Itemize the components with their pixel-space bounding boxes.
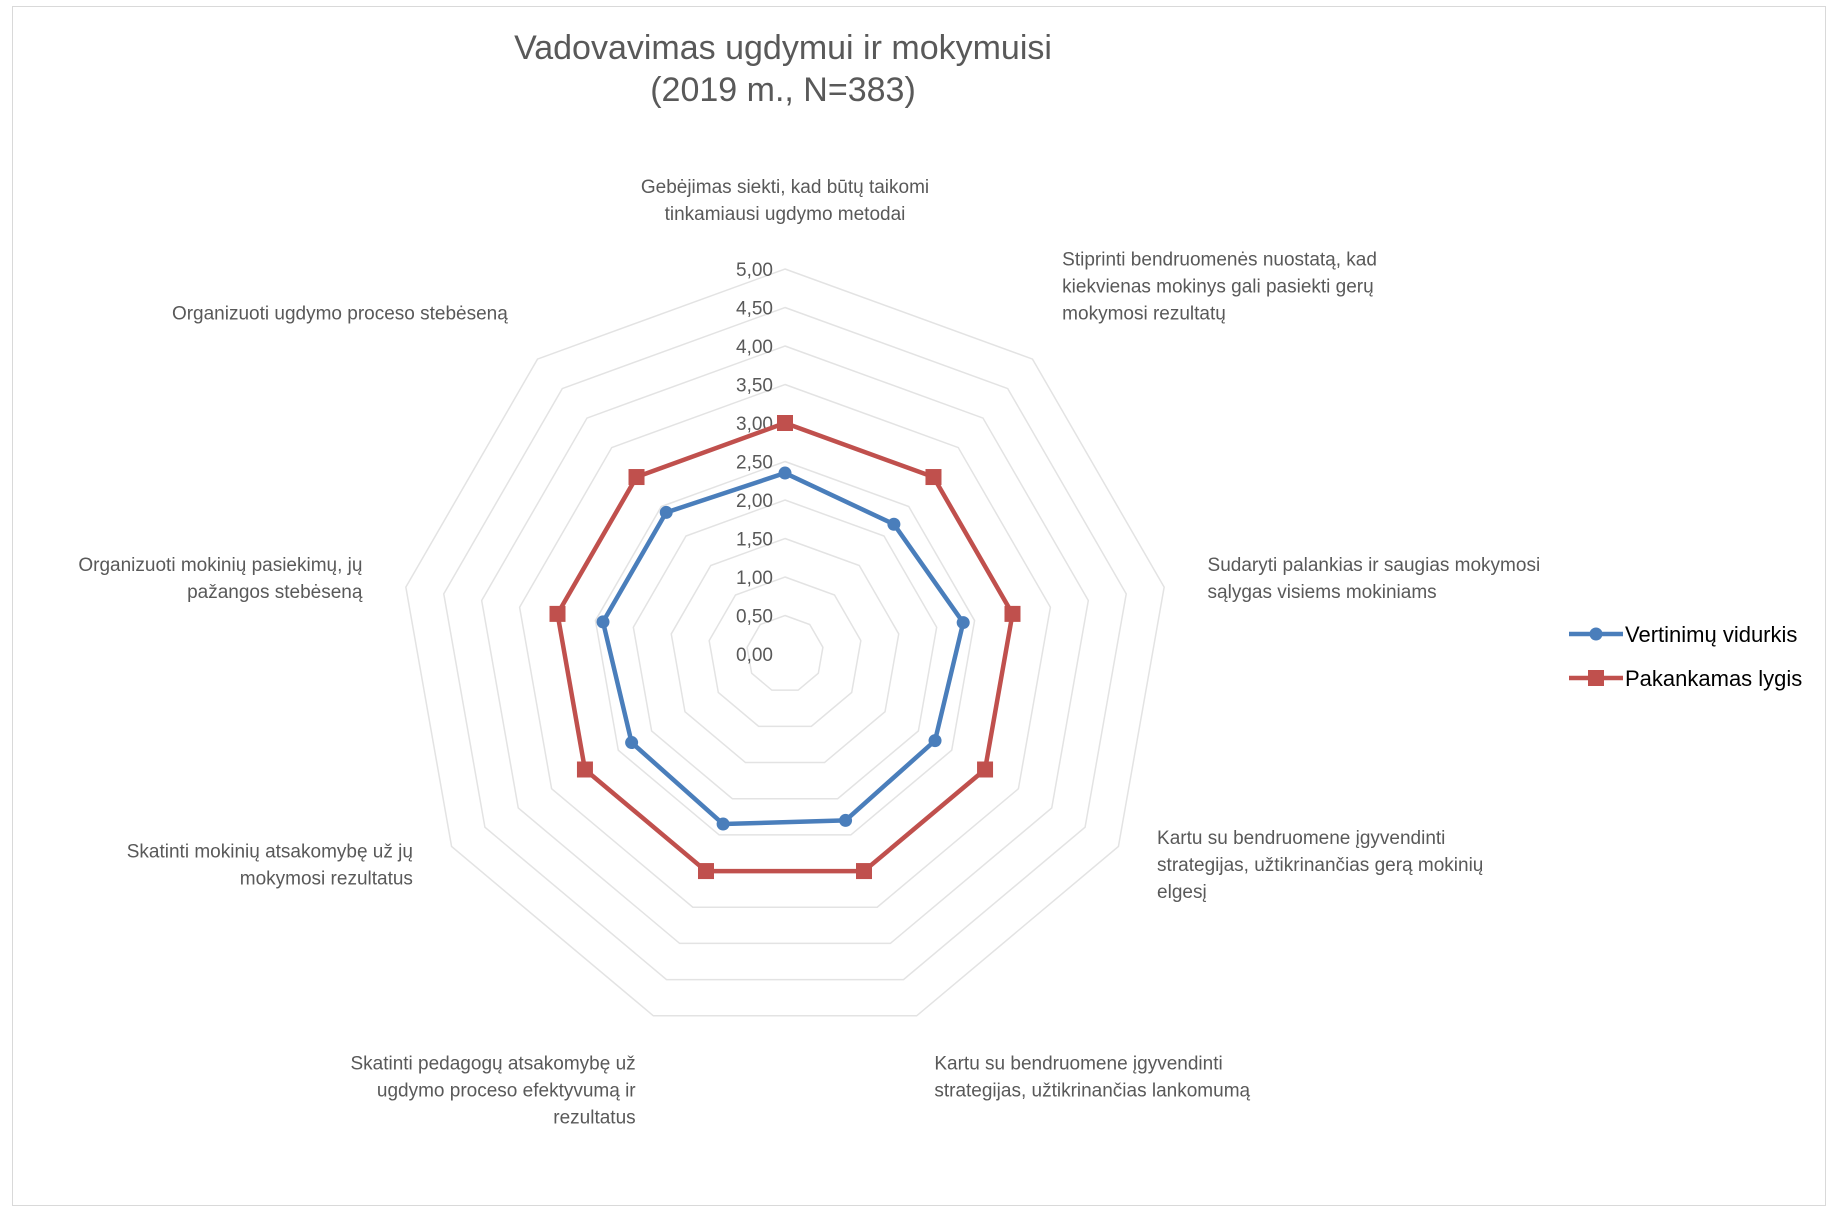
tick-label: 0,00 (736, 645, 773, 666)
tick-label: 2,50 (736, 453, 773, 474)
tick-label: 1,50 (736, 530, 773, 551)
data-point (977, 761, 994, 778)
tick-label: 2,00 (736, 491, 773, 512)
category-label: Stiprinti bendruomenės nuostatą, kad (1062, 249, 1377, 270)
category-label: Organizuoti ugdymo proceso stebėseną (172, 303, 508, 324)
tick-label: 1,00 (736, 568, 773, 589)
tick-label: 4,00 (736, 337, 773, 358)
tick-label: 4,50 (736, 299, 773, 320)
tick-label: 5,00 (736, 260, 773, 281)
data-point (956, 616, 970, 630)
data-point (777, 415, 793, 431)
radar-grid (405, 268, 1165, 1017)
data-point (625, 736, 639, 750)
grid-ring (670, 537, 900, 764)
category-label: strategijas, užtikrinančias gerą mokinių (1157, 855, 1483, 876)
grid-ring (594, 460, 976, 836)
data-point (716, 817, 730, 831)
data-point (887, 517, 901, 531)
grid-ring (746, 614, 824, 691)
data-point (856, 863, 873, 880)
data-point (697, 863, 714, 880)
category-label: strategijas, užtikrinančias lankomumą (934, 1080, 1250, 1101)
data-point (839, 813, 853, 827)
series-line (600, 470, 966, 827)
category-label: kiekvienas mokinys gali pasiekti gerų (1062, 276, 1374, 297)
category-label: tinkamiausi ugdymo metodai (665, 204, 906, 225)
grid-ring (405, 268, 1165, 1017)
grid-ring (480, 345, 1090, 945)
chart-title-line-2: (2019 m., N=383) (650, 71, 916, 109)
chart-area: Vadovavimas ugdymui ir mokymuisi (2019 m… (12, 6, 1826, 1206)
data-series (549, 415, 1021, 880)
category-label: Skatinti mokinių atsakomybę už jų (127, 842, 413, 863)
tick-label: 0,50 (736, 607, 773, 628)
data-point (928, 734, 942, 748)
radial-axis-ticks: 0,000,501,001,502,002,503,003,504,004,50… (736, 260, 773, 666)
category-label: pažangos stebėseną (187, 582, 363, 603)
data-point (596, 615, 610, 629)
category-label: Sudaryti palankias ir saugias mokymosi (1208, 555, 1541, 576)
category-label: Skatinti pedagogų atsakomybę už (350, 1053, 635, 1074)
category-label: Kartu su bendruomene įgyvendinti (934, 1053, 1222, 1074)
category-label: sąlygas visiems mokiniams (1208, 582, 1437, 603)
legend-label: Vertinimų vidurkis (1625, 622, 1797, 647)
chart-title-line-1: Vadovavimas ugdymui ir mokymuisi (514, 29, 1052, 67)
data-point (549, 605, 566, 622)
category-label: mokymosi rezultatus (240, 869, 413, 890)
category-label: mokymosi rezultatų (1062, 303, 1226, 324)
category-label: Organizuoti mokinių pasiekimų, jų (78, 555, 362, 576)
grid-ring (518, 383, 1052, 908)
grid-ring (442, 306, 1128, 981)
series-line (555, 420, 1015, 874)
grid-ring (632, 499, 938, 800)
legend-label: Pakankamas lygis (1625, 666, 1802, 691)
category-label: elgesį (1157, 882, 1207, 903)
category-label: ugdymo proceso efektyvumą ir (377, 1080, 636, 1101)
data-point (925, 469, 942, 486)
legend-marker (1588, 670, 1604, 686)
data-point (659, 505, 673, 519)
category-label: rezultatus (553, 1107, 635, 1128)
category-label: Gebėjimas siekti, kad būtų taikomi (641, 177, 929, 198)
grid-ring (708, 576, 862, 728)
data-point (628, 469, 645, 486)
radar-chart: Vadovavimas ugdymui ir mokymuisi (2019 m… (78, 29, 1802, 1128)
data-point (778, 466, 792, 480)
data-point (1004, 605, 1021, 622)
category-labels: Gebėjimas siekti, kad būtų taikomi tinkam… (78, 177, 1540, 1128)
data-point (576, 761, 593, 778)
category-label: Kartu su bendruomene įgyvendinti (1157, 828, 1445, 849)
legend: Vertinimų vidurkis Pakankamas lygis (1569, 622, 1802, 691)
legend-marker (1589, 627, 1603, 641)
tick-label: 3,50 (736, 376, 773, 397)
